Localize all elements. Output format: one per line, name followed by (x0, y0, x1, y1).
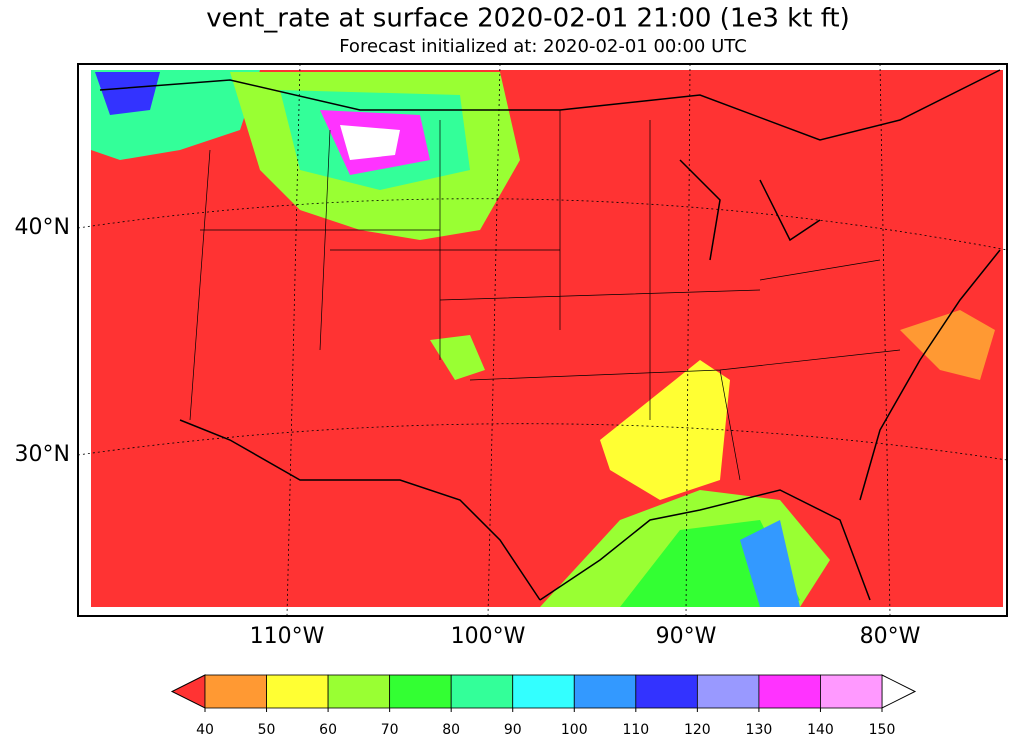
colorbar-segment (266, 674, 329, 709)
colorbar-segment (204, 674, 267, 709)
lakes (679, 159, 821, 261)
colorbar-tick-label: 50 (258, 722, 276, 738)
colorbar-tick-label: 90 (504, 722, 522, 738)
colorbar-segment (635, 674, 698, 709)
colorbar-segment (758, 674, 821, 709)
colorbar-segment (327, 674, 391, 709)
subtitle: Forecast initialized at: 2020-02-01 00:0… (339, 36, 747, 57)
field-patch (340, 125, 400, 160)
colorbar-segment (389, 674, 452, 709)
field-patch (430, 335, 485, 380)
map (77, 63, 1008, 617)
field-patch (600, 360, 730, 500)
colorbar-tick-label: 80 (442, 722, 460, 738)
colorbar-segment (512, 674, 575, 709)
colorbar-segment (450, 674, 514, 709)
colorbar-under (170, 674, 206, 709)
field-patch (95, 72, 160, 115)
colorbar-tick-label: 40 (196, 722, 214, 738)
colorbar-tick-label: 130 (746, 722, 773, 738)
colorbar-tick-label: 60 (319, 722, 337, 738)
lat-label: 40°N (15, 215, 70, 240)
colorbar-segment (696, 674, 760, 709)
colorbar-segment (820, 674, 883, 709)
colorbar-tick-label: 110 (622, 722, 649, 738)
lat-label: 30°N (15, 442, 70, 467)
colorbar-tick-label: 150 (869, 722, 896, 738)
lon-label: 100°W (451, 624, 526, 649)
field-patch (900, 310, 995, 380)
field (91, 70, 1003, 607)
colorbar-tick-label: 70 (381, 722, 399, 738)
map-frame (77, 63, 1008, 617)
colorbar-segment (573, 674, 637, 709)
graticule (77, 63, 1008, 617)
colorbar-tick-label: 120 (684, 722, 711, 738)
field-patch (740, 520, 800, 607)
coast (179, 249, 1001, 601)
colorbar-over (881, 674, 917, 709)
colorbar-tick-label: 140 (807, 722, 834, 738)
colorbar-tick-label: 100 (561, 722, 588, 738)
state-lines (189, 110, 901, 481)
lon-label: 80°W (860, 624, 921, 649)
lon-label: 110°W (250, 624, 325, 649)
lon-label: 90°W (656, 624, 717, 649)
title: vent_rate at surface 2020-02-01 21:00 (1… (206, 4, 849, 34)
